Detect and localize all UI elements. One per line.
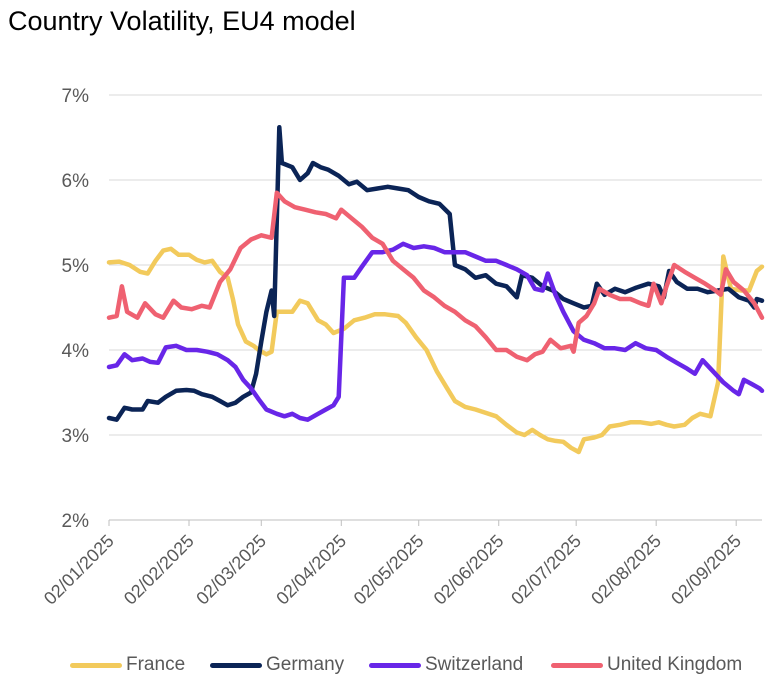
- x-tick-label: 02/04/2025: [272, 531, 350, 609]
- y-tick-label: 7%: [62, 86, 90, 107]
- legend-label: France: [126, 654, 186, 675]
- series-lines: [106, 125, 765, 455]
- y-axis: 2% 3% 4% 5% 6% 7%: [62, 86, 90, 532]
- legend-label: Germany: [266, 654, 345, 675]
- x-tick-label: 02/07/2025: [507, 531, 585, 609]
- x-tick-label: 02/09/2025: [667, 531, 745, 609]
- legend-swatch: [70, 662, 122, 668]
- legend-label: Switzerland: [425, 654, 524, 675]
- y-tick-label: 3%: [62, 426, 90, 447]
- series-line-germany: [106, 125, 765, 422]
- chart-title: Country Volatility, EU4 model: [8, 6, 356, 36]
- legend-item-switzerland: Switzerland: [369, 654, 523, 676]
- x-tick-label: 02/08/2025: [587, 531, 665, 609]
- y-tick-label: 4%: [62, 341, 90, 362]
- x-tick-label: 02/05/2025: [350, 531, 428, 609]
- y-tick-label: 2%: [62, 511, 90, 532]
- series-line-france: [106, 246, 765, 455]
- x-tick-label: 02/06/2025: [430, 531, 508, 609]
- x-tick-label: 02/01/2025: [40, 531, 118, 609]
- legend-swatch: [369, 662, 421, 668]
- legend-item-france: France: [70, 654, 185, 676]
- y-tick-label: 5%: [62, 256, 90, 277]
- gridlines: [109, 94, 762, 436]
- y-tick-label: 6%: [62, 171, 90, 192]
- chart-legend: France Germany Switzerland United Kingdom: [0, 654, 784, 682]
- series-line-switzerland: [106, 241, 765, 422]
- x-tick-label: 02/02/2025: [120, 531, 198, 609]
- legend-item-united-kingdom: United Kingdom: [551, 654, 742, 676]
- legend-item-germany: Germany: [210, 654, 344, 676]
- volatility-line-chart: 2% 3% 4% 5% 6% 7% 02/01/2025 02/02/202502/03/2…: [40, 86, 765, 609]
- x-tick-label: 02/03/2025: [192, 531, 270, 609]
- legend-label: United Kingdom: [607, 654, 743, 675]
- legend-swatch: [551, 662, 603, 668]
- legend-swatch: [210, 662, 262, 668]
- series-line-united-kingdom: [106, 190, 765, 363]
